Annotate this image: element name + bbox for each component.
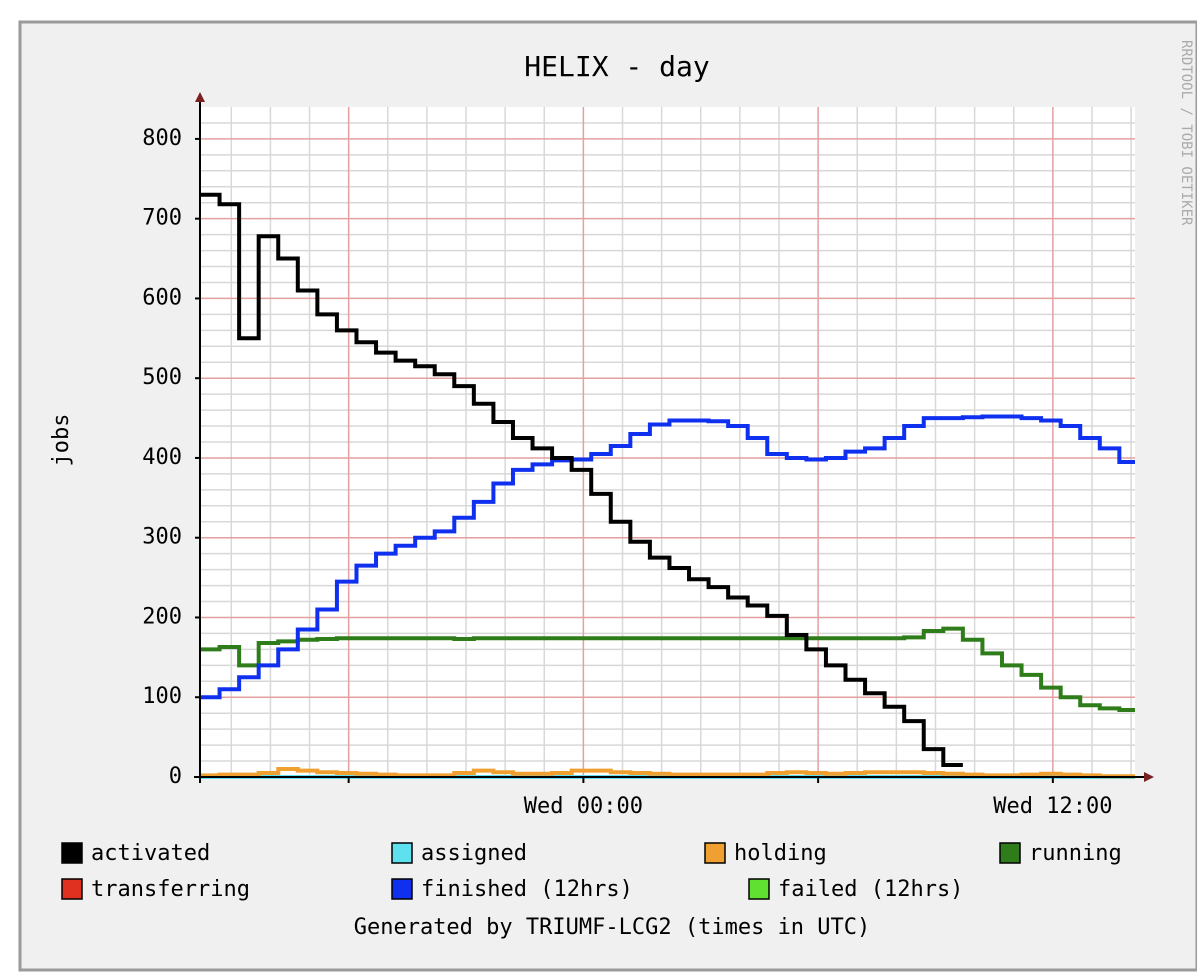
series-line bbox=[200, 192, 963, 768]
legend-swatch bbox=[391, 842, 413, 864]
y-tick-label: 600 bbox=[142, 285, 182, 310]
legend-label: finished (12hrs) bbox=[421, 877, 633, 902]
y-tick-label: 800 bbox=[142, 126, 182, 151]
legend-swatch bbox=[61, 878, 83, 900]
legend-label: failed (12hrs) bbox=[778, 877, 963, 902]
legend-label: running bbox=[1029, 841, 1122, 866]
x-axis-arrow bbox=[1144, 772, 1154, 782]
y-axis-arrow bbox=[195, 92, 205, 102]
y-tick-label: 700 bbox=[142, 206, 182, 231]
axes: 0 100 200 300 400 500 600 700 800 Wed 00:00 Wed 12… bbox=[142, 92, 1154, 819]
legend-swatch bbox=[748, 878, 770, 900]
y-axis-label: jobs bbox=[49, 414, 74, 467]
series-line bbox=[200, 626, 1135, 712]
legend: activated assigned holding running transferr… bbox=[61, 841, 1122, 902]
y-tick-label: 0 bbox=[169, 764, 182, 789]
legend-swatch bbox=[704, 842, 726, 864]
y-tick-label: 200 bbox=[142, 604, 182, 629]
legend-label: holding bbox=[734, 841, 827, 866]
grid bbox=[200, 107, 1135, 778]
chart-title: HELIX - day bbox=[524, 50, 709, 83]
legend-swatch bbox=[61, 842, 83, 864]
x-tick-label: Wed 12:00 bbox=[993, 794, 1112, 819]
y-tick-label: 100 bbox=[142, 684, 182, 709]
series-line bbox=[200, 414, 1135, 700]
legend-label: activated bbox=[91, 841, 210, 866]
y-tick-label: 500 bbox=[142, 365, 182, 390]
x-tick-label: Wed 00:00 bbox=[524, 794, 643, 819]
legend-swatch bbox=[391, 878, 413, 900]
footer: Generated by TRIUMF-LCG2 (times in UTC) bbox=[354, 915, 871, 940]
legend-label: transferring bbox=[91, 877, 250, 902]
watermark: RRDTOOL / TOBI OETIKER bbox=[1178, 40, 1194, 226]
series-line bbox=[200, 767, 1135, 779]
legend-label: assigned bbox=[421, 841, 527, 866]
y-tick-label: 400 bbox=[142, 445, 182, 470]
y-tick-label: 300 bbox=[142, 525, 182, 550]
legend-swatch bbox=[999, 842, 1021, 864]
